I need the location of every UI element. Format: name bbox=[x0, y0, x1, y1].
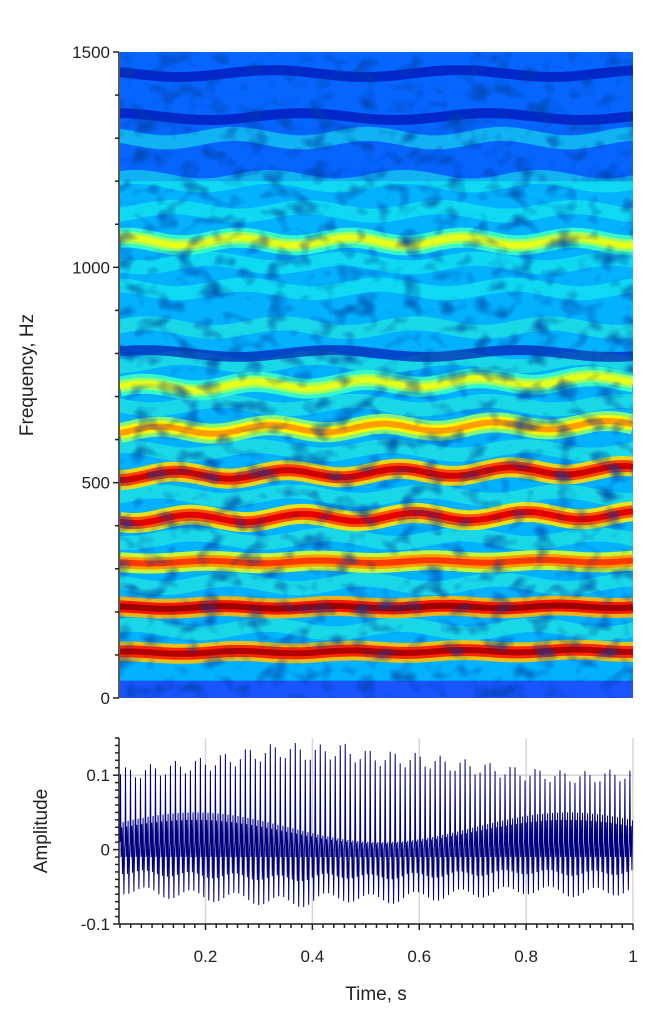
waveform-series bbox=[119, 742, 633, 908]
waveform-x-tick-label: 0.2 bbox=[194, 947, 218, 966]
waveform-x-tick-label: 1 bbox=[628, 947, 637, 966]
waveform-y-tick-label: -0.1 bbox=[81, 915, 110, 934]
waveform-y-tick-label: 0.1 bbox=[86, 766, 110, 785]
waveform-y-ticks: -0.1 0 0.1 bbox=[81, 737, 119, 934]
waveform-panel: -0.1 0 0.1 0.2 0.4 0.6 0.8 1 Amplitude Time, s bbox=[31, 737, 638, 1005]
waveform-x-ticks: 0.2 0.4 0.6 0.8 1 bbox=[119, 924, 638, 966]
spectrogram-panel: 0 500 1000 1500 Frequency, Hz bbox=[17, 43, 633, 708]
waveform-y-axis-label: Amplitude bbox=[31, 789, 52, 874]
waveform-line bbox=[119, 742, 633, 908]
spectrogram-y-tick-label: 1500 bbox=[72, 43, 110, 62]
waveform-x-tick-label: 0.6 bbox=[407, 947, 431, 966]
waveform-x-axis-label: Time, s bbox=[345, 984, 407, 1005]
spectrogram-y-axis-label: Frequency, Hz bbox=[17, 314, 38, 436]
waveform-x-tick-label: 0.4 bbox=[301, 947, 325, 966]
spectrogram-y-ticks: 0 500 1000 1500 bbox=[72, 43, 119, 708]
spectrogram-y-tick-label: 1000 bbox=[72, 258, 110, 277]
spectrogram-y-tick-label: 500 bbox=[82, 474, 110, 493]
spectrogram-y-tick-label: 0 bbox=[101, 689, 110, 708]
spectrogram-speckle bbox=[120, 52, 633, 698]
waveform-y-tick-label: 0 bbox=[101, 841, 110, 860]
waveform-x-tick-label: 0.8 bbox=[514, 947, 538, 966]
